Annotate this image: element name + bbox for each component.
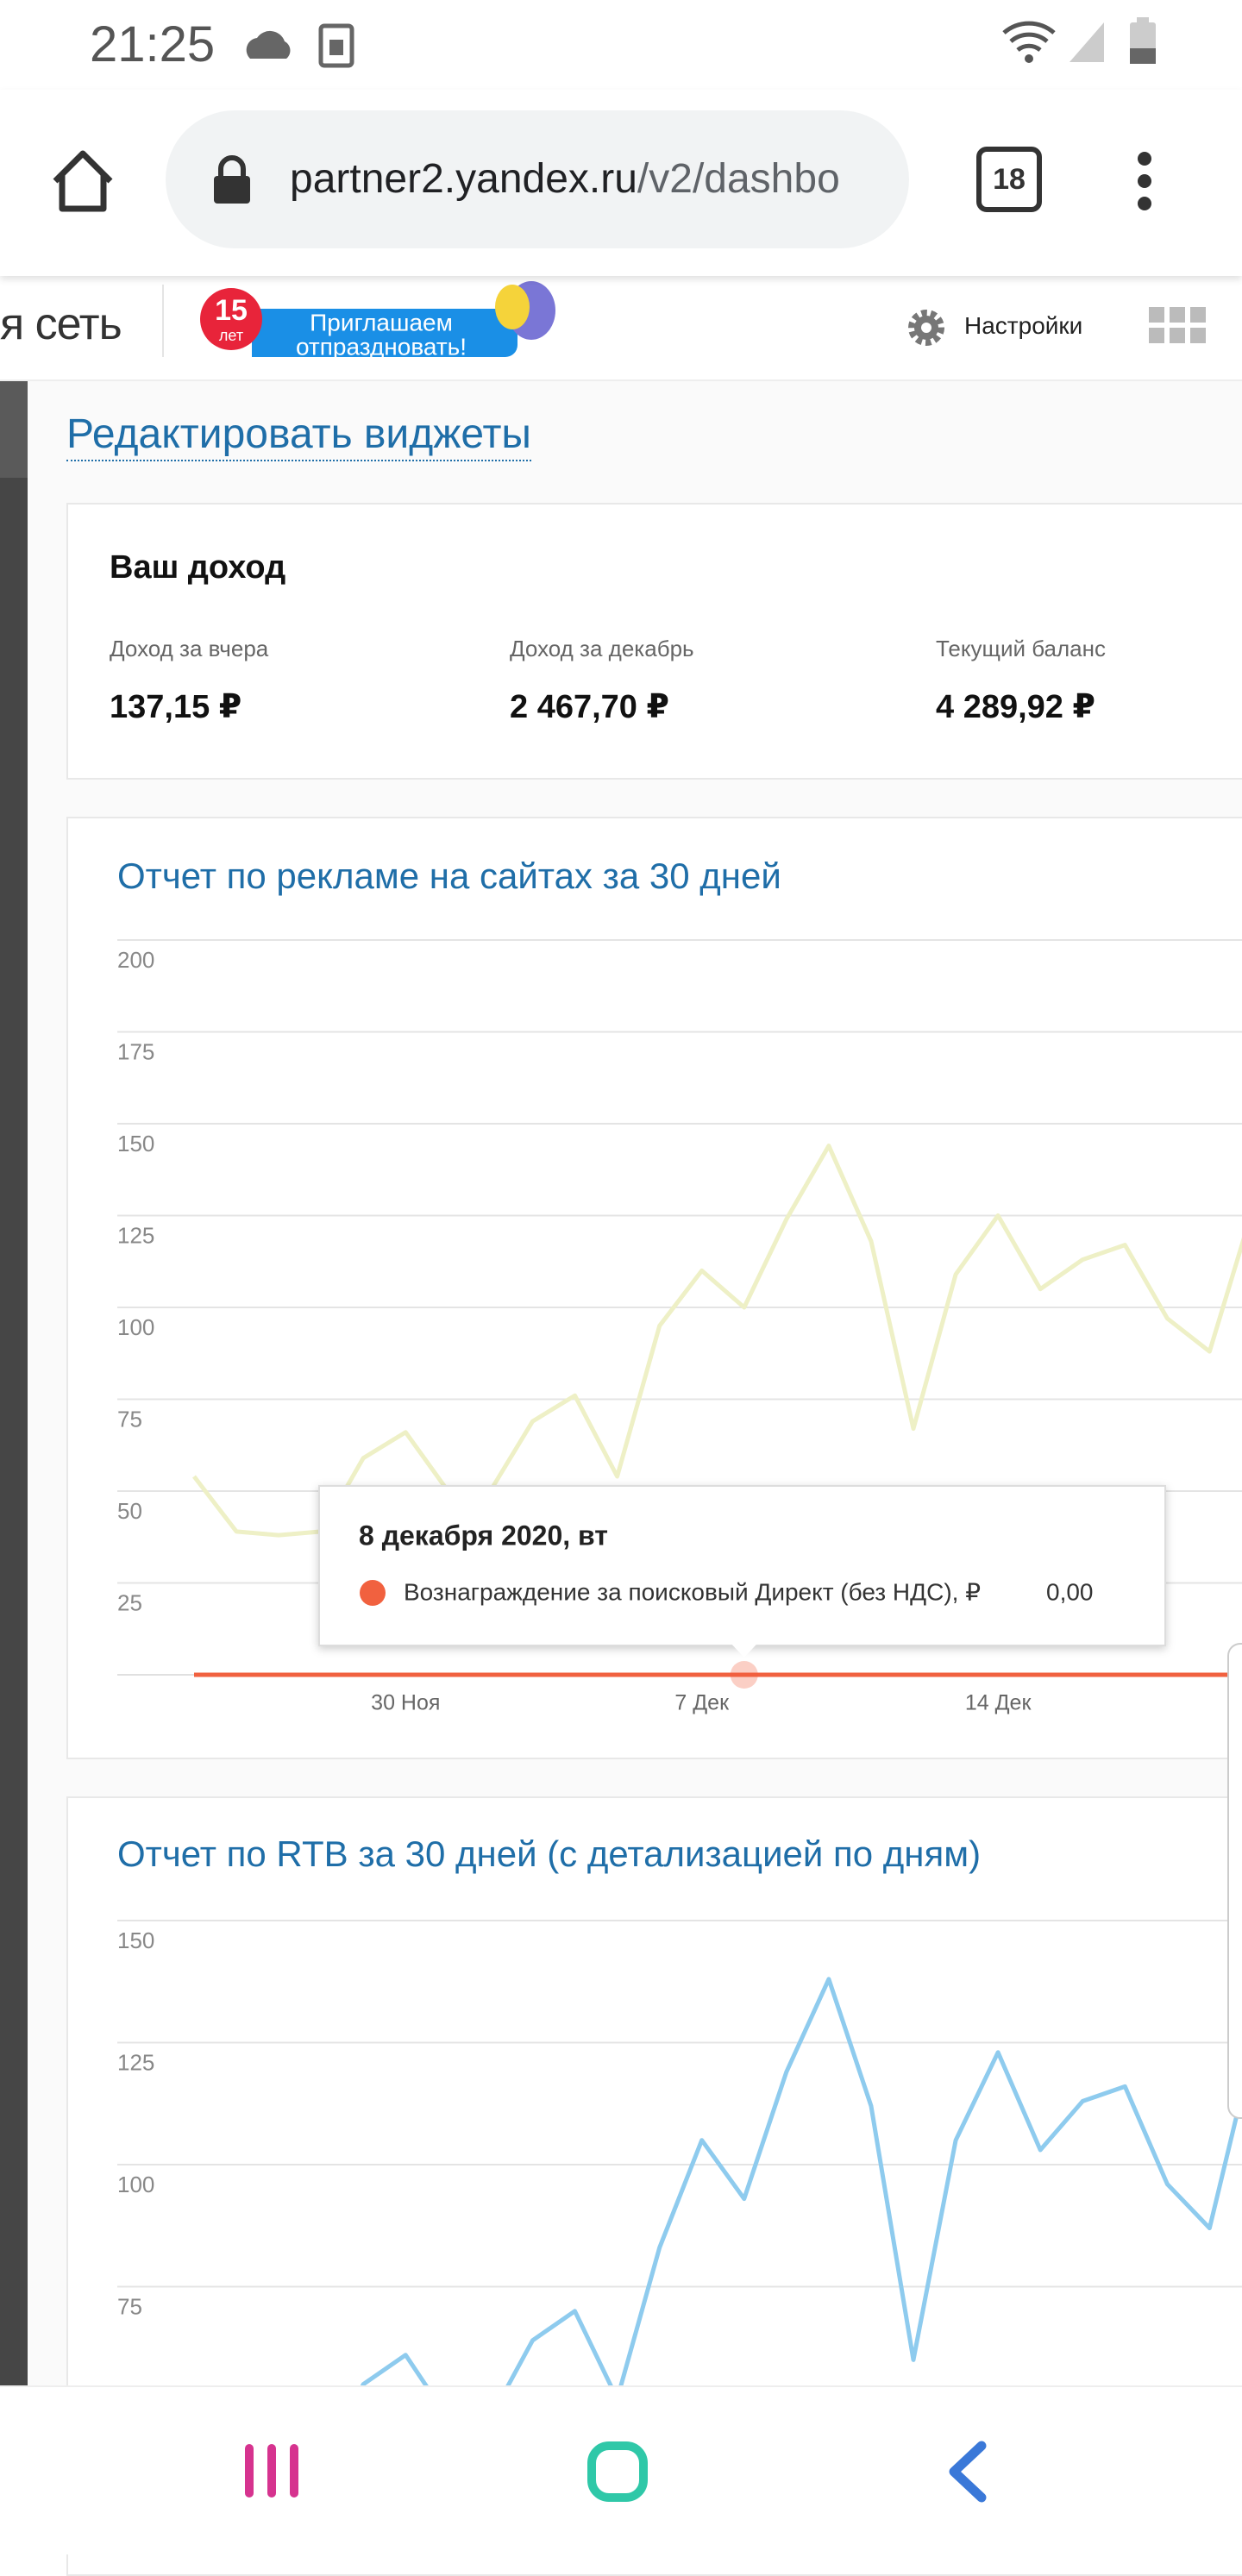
stat-label: Текущий баланс (936, 636, 1106, 661)
y-tick-label: 150 (117, 1927, 154, 1953)
url-host: partner2.yandex.ru (290, 156, 637, 202)
banner[interactable]: 15 лет Приглашаем отпраздновать! (195, 276, 574, 371)
home-nav-button[interactable] (586, 2441, 649, 2503)
y-tick-label: 125 (117, 1222, 154, 1248)
banner-line: отпраздновать! (296, 333, 467, 360)
logo[interactable]: я сеть (0, 299, 122, 349)
hover-point (730, 1661, 758, 1689)
sidebar (0, 379, 28, 2385)
url: partner2.yandex.ru/v2/dashbo (290, 155, 840, 203)
y-tick-label: 200 (117, 947, 154, 973)
income-widget: Ваш доход Доход за вчера 137,15 ₽ Доход … (66, 503, 1242, 780)
lock-icon (214, 155, 250, 204)
series-line (360, 1977, 1242, 2385)
banner-line: Приглашаем (310, 309, 453, 335)
site-header: я сеть 15 лет Приглашаем отпраздновать! … (0, 276, 1242, 381)
y-tick-label: 75 (117, 1406, 142, 1432)
x-tick-label: 30 Ноя (371, 1691, 440, 1715)
chart-title: Отчет по рекламе на сайтах за 30 дней (117, 856, 781, 896)
stat-value: 137,15 ₽ (110, 689, 242, 725)
settings-link[interactable]: Настройки (964, 312, 1083, 339)
x-tick-label: 7 Дек (674, 1691, 730, 1715)
status-icons (246, 23, 354, 68)
tooltip-title: 8 декабря 2020, вт (359, 1520, 608, 1551)
badge-sub: лет (219, 327, 243, 344)
y-tick-label: 100 (117, 2172, 154, 2197)
y-tick-label: 50 (117, 1498, 142, 1524)
apps-icon[interactable] (1149, 307, 1206, 345)
status-icons-right (1002, 17, 1156, 64)
y-tick-label: 125 (117, 2049, 154, 2075)
back-button[interactable] (944, 2441, 992, 2503)
chart-title: Отчет по RTB за 30 дней (с детализацией … (117, 1833, 981, 1874)
address-bar[interactable]: partner2.yandex.ru/v2/dashbo (166, 110, 909, 248)
y-tick-label: 25 (117, 1589, 142, 1615)
divider (162, 285, 164, 357)
x-tick-label: 14 Дек (965, 1691, 1032, 1715)
url-path: /v2/dashbo (637, 156, 840, 202)
clock: 21:25 (90, 16, 216, 72)
navigation-bar (0, 2385, 1242, 2554)
y-tick-label: 100 (117, 1314, 154, 1340)
series-line (192, 1144, 1242, 1538)
menu-button[interactable] (1130, 150, 1159, 219)
widget-title: Ваш доход (110, 549, 286, 586)
recent-apps-button[interactable] (243, 2441, 300, 2501)
tooltip-pointer (731, 1645, 756, 1658)
stat-label: Доход за декабрь (510, 636, 694, 661)
stat-value: 2 467,70 ₽ (510, 689, 669, 725)
stat-label: Доход за вчера (110, 636, 269, 661)
status-bar: 21:25 (0, 0, 1242, 90)
badge-number: 15 (215, 294, 248, 327)
gear-icon (908, 310, 944, 346)
y-tick-label: 75 (117, 2293, 142, 2319)
browser-toolbar: partner2.yandex.ru/v2/dashbo 18 (0, 90, 1242, 276)
tooltip (318, 1485, 1166, 1646)
charts: Отчет по рекламе на сайтах за 30 дней 25 5… (117, 856, 1242, 2385)
tab-switcher[interactable]: 18 (976, 147, 1042, 212)
tooltip-series: Вознаграждение за поисковый Директ (без … (404, 1578, 981, 1605)
y-tick-label: 175 (117, 1038, 154, 1064)
y-tick-label: 150 (117, 1131, 154, 1156)
sidebar-item (0, 379, 28, 478)
stat-value: 4 289,92 ₽ (936, 689, 1095, 725)
side-panel (1227, 1643, 1242, 2119)
legend-dot (360, 1580, 386, 1606)
home-button[interactable] (48, 147, 117, 216)
edit-widgets-link[interactable]: Редактировать виджеты (66, 411, 531, 461)
tooltip-value: 0,00 (1046, 1578, 1094, 1605)
